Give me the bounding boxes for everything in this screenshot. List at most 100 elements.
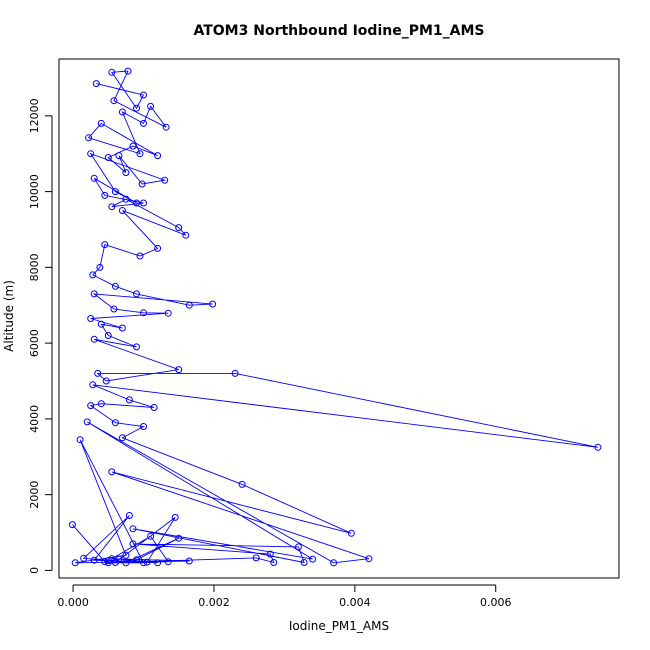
y-tick-label: 4000: [28, 405, 41, 433]
data-point: [115, 152, 123, 160]
plot-area: [68, 67, 602, 567]
data-point: [124, 67, 132, 75]
x-tick-label: 0.006: [480, 596, 512, 609]
data-point: [138, 180, 146, 188]
data-point: [89, 271, 97, 279]
data-point: [309, 555, 317, 563]
data-point: [154, 152, 162, 160]
data-point: [125, 396, 133, 404]
data-point: [118, 324, 126, 332]
data-point: [594, 443, 602, 451]
data-point: [94, 369, 102, 377]
data-point: [68, 521, 76, 529]
data-point: [85, 134, 93, 142]
data-point: [147, 532, 155, 540]
data-point: [231, 369, 239, 377]
data-point: [104, 559, 112, 567]
data-point: [108, 203, 116, 211]
data-point: [365, 555, 373, 563]
axes: 0.000 0.002 0.004 0.006 0 2000 4000 6000 8000 100…: [28, 98, 511, 609]
data-point: [129, 142, 137, 150]
data-point: [87, 150, 95, 158]
data-point: [118, 207, 126, 214]
y-tick-label: 8000: [28, 253, 41, 281]
data-point: [108, 468, 116, 476]
data-point: [330, 559, 338, 567]
data-point: [175, 224, 183, 232]
data-point: [171, 513, 179, 521]
data-point: [270, 559, 278, 566]
data-point: [90, 290, 98, 298]
data-point: [111, 282, 119, 290]
data-point: [140, 309, 147, 317]
data-point: [147, 102, 155, 110]
data-point: [125, 512, 133, 519]
x-tick-label: 0.004: [339, 596, 371, 609]
data-point: [90, 335, 98, 343]
data-point: [101, 558, 109, 566]
x-tick-label: 0.000: [57, 596, 89, 609]
data-point: [122, 169, 130, 177]
data-point: [122, 551, 130, 559]
data-point: [161, 176, 169, 184]
data-point: [140, 199, 147, 207]
data-point: [104, 154, 112, 161]
data-point: [97, 320, 105, 328]
data-point: [154, 244, 162, 252]
data-point: [133, 343, 140, 351]
data-point: [110, 97, 118, 105]
y-tick-label: 2000: [28, 481, 41, 509]
data-point: [140, 423, 147, 430]
y-tick-label: 12000: [28, 98, 41, 133]
data-point: [102, 377, 110, 385]
data-point: [111, 419, 119, 427]
data-point: [104, 332, 112, 339]
data-point: [238, 480, 246, 488]
data-point: [90, 174, 98, 182]
data-point: [110, 305, 118, 313]
data-point: [71, 559, 79, 567]
x-axis-label: Iodine_PM1_AMS: [289, 619, 389, 633]
data-point: [90, 556, 98, 564]
data-point: [111, 188, 119, 196]
data-point: [97, 400, 105, 408]
data-point: [154, 559, 162, 567]
data-point: [97, 119, 105, 127]
data-point: [175, 534, 183, 542]
data-point: [115, 555, 123, 563]
data-point: [122, 195, 130, 203]
data-point: [164, 309, 172, 317]
plot-frame: [58, 58, 620, 579]
y-axis-label: Altitude (m): [2, 280, 16, 352]
data-point: [300, 559, 308, 566]
data-point: [108, 555, 116, 563]
data-point: [96, 263, 104, 271]
data-point: [175, 366, 183, 374]
data-point: [252, 554, 260, 562]
data-point: [133, 199, 140, 207]
data-point: [150, 404, 158, 411]
data-point: [118, 108, 126, 116]
data-point: [136, 252, 144, 260]
data-point: [266, 550, 274, 558]
data-point: [76, 436, 84, 444]
chart-title: ATOM3 Northbound Iodine_PM1_AMS: [193, 23, 484, 39]
data-point: [185, 557, 193, 565]
data-point: [136, 150, 144, 158]
data-point: [89, 381, 97, 389]
data-point: [92, 80, 100, 88]
data-point: [140, 119, 147, 127]
data-point: [182, 231, 190, 239]
data-point: [87, 315, 95, 322]
data-point: [347, 529, 355, 537]
data-point: [129, 525, 137, 533]
data-point: [133, 556, 140, 564]
y-tick-label: 0: [28, 567, 41, 574]
series-line: [72, 70, 598, 564]
data-point: [101, 241, 109, 249]
data-point: [140, 91, 147, 99]
data-point: [101, 191, 109, 199]
data-point: [122, 559, 130, 567]
data-point: [87, 402, 95, 410]
